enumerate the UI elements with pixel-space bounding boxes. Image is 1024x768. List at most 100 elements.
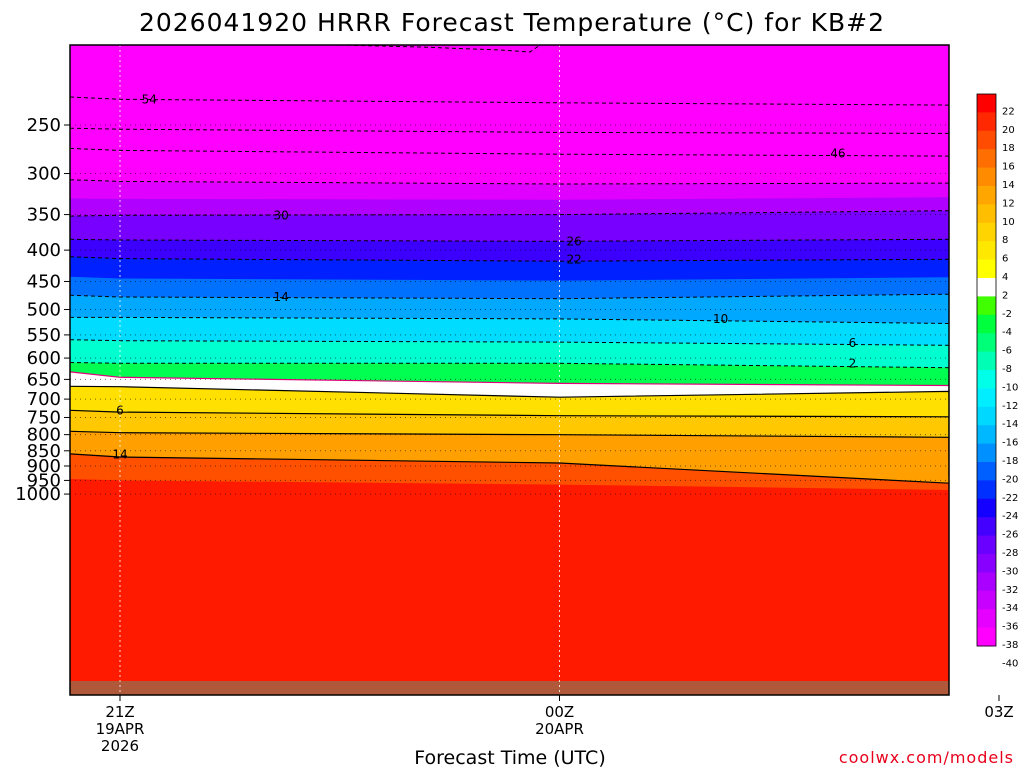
x-tick-label: 20APR [535, 720, 584, 738]
colorbar-tick-label: -30 [1002, 566, 1018, 577]
colorbar-tick-label: -2 [1002, 309, 1012, 320]
colorbar-tick-label: -26 [1002, 530, 1018, 541]
y-tick-label: 300 [27, 164, 61, 185]
y-tick-label: 1000 [15, 484, 61, 505]
y-tick-label: 800 [27, 425, 61, 446]
colorbar-swatch [977, 241, 996, 261]
colorbar-swatch [977, 480, 996, 500]
contour-label: 54 [142, 92, 157, 106]
colorbar-swatch [977, 314, 996, 334]
y-tick-label: 900 [27, 456, 61, 477]
colorbar-tick-label: -14 [1002, 419, 1018, 430]
colorbar-frame [976, 93, 997, 647]
colorbar-swatch [977, 554, 996, 573]
colorbar-tick-label: 22 [1002, 106, 1015, 117]
y-tick-label: 250 [27, 115, 61, 136]
contour-label: 46 [830, 146, 845, 160]
colorbar-tick-label: -20 [1002, 474, 1018, 485]
colorbar-swatch [977, 333, 996, 353]
colorbar-swatch [977, 498, 996, 518]
y-tick-label: 350 [27, 205, 61, 226]
plot-frame [69, 44, 950, 696]
colorbar-tick-label: 6 [1002, 254, 1008, 265]
y-tick-label: 700 [27, 389, 61, 410]
ground-terrain [70, 681, 949, 695]
colorbar-swatch [977, 590, 996, 610]
colorbar-swatch [977, 443, 996, 463]
colorbar-tick-label: -24 [1002, 511, 1018, 522]
colorbar-tick-label: 8 [1002, 235, 1008, 246]
y-axis: 2503003504004505005506006507007508008509… [15, 115, 70, 505]
y-tick-label: 550 [27, 325, 61, 346]
colorbar-swatch [977, 388, 996, 408]
credit-text: coolwx.com/models [839, 748, 1014, 767]
y-tick-label: 400 [27, 240, 61, 261]
y-tick-label: 450 [27, 271, 61, 292]
colorbar-legend: 22 20 18 16 14 12 10 8 6 4 2 -2 -4 -6 -8 -10 -12 -14 -16 -1… [976, 93, 1018, 669]
colorbar-swatch [977, 462, 996, 481]
colorbar-tick-label: 20 [1002, 125, 1015, 136]
y-tick-label: 500 [27, 300, 61, 321]
contour-label: 22 [567, 252, 582, 266]
colorbar-swatch [977, 112, 996, 132]
colorbar-swatch [977, 572, 996, 592]
colorbar-swatch [977, 278, 996, 297]
colorbar-swatch [977, 94, 996, 113]
contour-label: 14 [274, 290, 289, 304]
colorbar-tick-label: -38 [1002, 640, 1018, 651]
colorbar-tick-label: -6 [1002, 346, 1012, 357]
isotherm-line [70, 127, 949, 138]
colorbar-tick-label: 14 [1002, 180, 1015, 191]
y-tick-label: 950 [27, 470, 61, 491]
x-tick-label: 2026 [101, 737, 139, 755]
contour-label: 30 [274, 208, 289, 222]
colorbar-swatch [977, 186, 996, 205]
y-tick-label: 850 [27, 441, 61, 462]
isotherm-line [70, 453, 949, 490]
colorbar-swatch [977, 425, 996, 445]
colorbar-swatch [977, 627, 996, 647]
colorbar-tick-label: -32 [1002, 585, 1018, 596]
contour-label: 26 [567, 234, 582, 248]
colorbar-tick-label: -4 [1002, 327, 1012, 338]
x-tick-label: 03Z [984, 703, 1013, 721]
colorbar-tick-label: 10 [1002, 217, 1015, 228]
y-tick-label: 600 [27, 348, 61, 369]
x-tick-label: 21Z [105, 703, 134, 721]
colorbar-tick-label: 4 [1002, 272, 1008, 283]
colorbar-tick-label: -8 [1002, 364, 1012, 375]
colorbar-swatch [977, 204, 996, 224]
colorbar-swatch [977, 296, 996, 316]
isotherm-line [70, 430, 949, 477]
x-axis-label: Forecast Time (UTC) [414, 747, 605, 768]
colorbar-swatch [977, 351, 996, 371]
isotherm-line [70, 147, 949, 162]
colorbar-swatch [977, 130, 996, 150]
colorbar-tick-label: 12 [1002, 198, 1015, 209]
colorbar-swatch [977, 370, 996, 389]
y-tick-label: 750 [27, 407, 61, 428]
colorbar-tick-label: -10 [1002, 382, 1018, 393]
contour-label: 14 [112, 448, 127, 462]
y-tick-label: 650 [27, 369, 61, 390]
isotherm-line [70, 371, 949, 394]
colorbar-swatch [977, 406, 996, 426]
colorbar-swatch [977, 222, 996, 242]
colorbar-swatch [977, 259, 996, 279]
isotherm-line [70, 177, 949, 185]
colorbar-swatch [977, 149, 996, 169]
colorbar-swatch [977, 535, 996, 555]
colorbar-swatch [977, 517, 996, 537]
contour-label: 2 [849, 356, 857, 370]
temperature-band [70, 479, 949, 695]
colorbar-tick-label: 2 [1002, 290, 1008, 301]
colorbar-tick-label: -34 [1002, 603, 1018, 614]
colorbar-swatch [977, 167, 996, 187]
plot-area: 5454504646423030262622221410106622266106… [70, 45, 949, 695]
isotherm-line [70, 409, 949, 460]
colorbar-tick-label: -18 [1002, 456, 1018, 467]
colorbar-tick-label: -12 [1002, 401, 1018, 412]
colorbar-swatch [977, 609, 996, 629]
contour-label: 6 [849, 336, 857, 350]
